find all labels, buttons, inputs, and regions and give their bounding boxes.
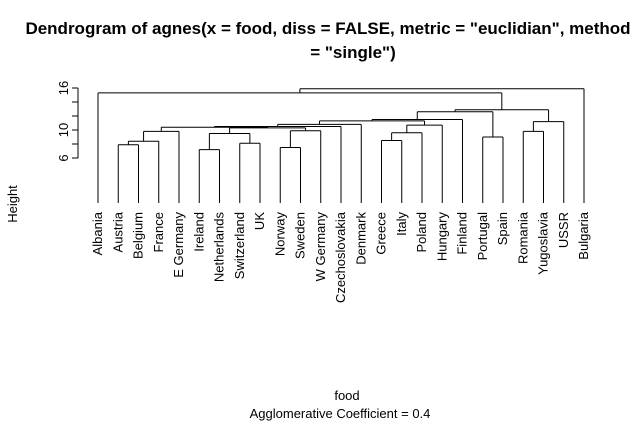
dendrogram-tree	[97, 88, 585, 203]
y-tick-label: 10	[56, 123, 71, 137]
leaf-label: Yugoslavia	[536, 211, 551, 275]
leaf-label: E Germany	[171, 212, 186, 278]
leaf-label: Denmark	[353, 212, 368, 265]
leaf-label: Czechoslovakia	[333, 211, 348, 303]
leaf-label: Bulgaria	[576, 211, 591, 259]
leaf-label: Norway	[272, 212, 287, 257]
leaf-label: Finland	[455, 212, 470, 255]
leaf-label: Portugal	[475, 212, 490, 261]
leaf-label: Belgium	[131, 212, 146, 259]
leaf-labels: Albania Austria Belgium France E Germany Irel…	[90, 211, 591, 303]
leaf-label: W Germany	[313, 212, 328, 282]
leaf-label: Italy	[394, 212, 409, 236]
leaf-label: Austria	[110, 211, 125, 252]
leaf-label: Poland	[414, 212, 429, 252]
leaf-label: Albania	[90, 211, 105, 255]
leaf-label: USSR	[556, 212, 571, 248]
y-axis-label: Height	[5, 185, 20, 223]
leaf-label: Spain	[495, 212, 510, 245]
leaf-label: UK	[252, 212, 267, 230]
chart-title-line2: = "single")	[310, 43, 396, 62]
leaf-label: Ireland	[191, 212, 206, 252]
chart-title-line1: Dendrogram of agnes(x = food, diss = FAL…	[25, 19, 630, 38]
y-tick-label: 6	[56, 154, 71, 161]
y-axis: 6 10 16	[56, 81, 79, 162]
leaf-label: Romania	[515, 211, 530, 264]
agglomerative-coefficient-subtitle: Agglomerative Coefficient = 0.4	[250, 406, 431, 421]
leaf-label: Netherlands	[212, 212, 227, 283]
leaf-label: France	[151, 212, 166, 252]
y-tick-label: 16	[56, 81, 71, 95]
leaf-label: Sweden	[293, 212, 308, 259]
x-axis-label: food	[334, 388, 359, 403]
leaf-label: Greece	[374, 212, 389, 255]
leaf-label: Hungary	[434, 212, 449, 262]
leaf-label: Switzerland	[232, 212, 247, 279]
